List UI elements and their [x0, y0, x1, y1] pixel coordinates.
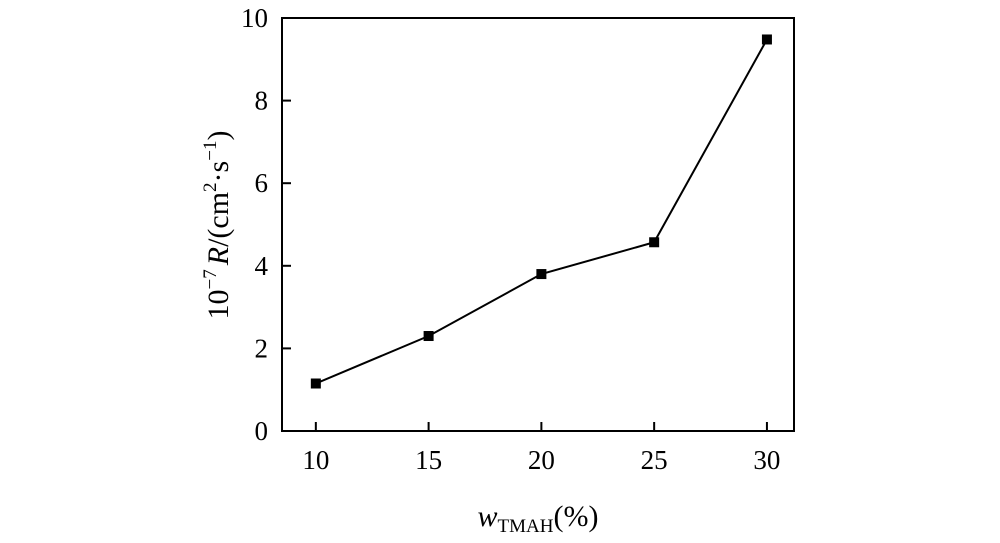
data-point-marker [761, 34, 772, 45]
x-axis-ticks: 10 15 20 25 30 [302, 422, 780, 475]
x-axis-unit: (%) [553, 500, 598, 533]
y-axis-unit-mid: ·s [202, 161, 235, 183]
y-axis-ticks: 0 2 4 6 8 10 [241, 3, 291, 446]
data-point-marker [649, 237, 660, 248]
y-tick-label: 10 [241, 3, 268, 33]
y-axis-unit-sq: 2 [200, 182, 221, 192]
data-markers [310, 34, 772, 389]
y-axis-prefix: 10 [202, 289, 235, 319]
y-tick-label: 2 [255, 333, 269, 363]
x-axis-subscript: TMAH [498, 516, 554, 537]
y-axis-title: 10−7 R/(cm2·s−1) [200, 131, 235, 320]
y-tick-label: 6 [255, 168, 269, 198]
y-axis-unit-inv: −1 [200, 141, 221, 161]
x-tick-label: 10 [302, 445, 329, 475]
data-point-marker [423, 331, 434, 342]
y-axis-symbol: R [202, 247, 235, 266]
series-line [315, 38, 768, 385]
x-axis-symbol: w [478, 500, 498, 533]
y-tick-label: 4 [255, 251, 269, 281]
plot-area-frame [281, 17, 795, 432]
y-axis-unit-close: ) [202, 131, 235, 141]
x-tick-label: 25 [641, 445, 668, 475]
y-tick-label: 0 [255, 416, 269, 446]
y-tick-label: 8 [255, 86, 269, 116]
x-axis-title: wTMAH(%) [478, 500, 599, 537]
x-tick-label: 20 [528, 445, 555, 475]
data-point-marker [536, 269, 547, 280]
x-tick-label: 30 [753, 445, 780, 475]
y-axis-exponent: −7 [200, 269, 221, 289]
data-point-marker [310, 378, 321, 389]
y-axis-unit-open: /(cm [202, 192, 235, 247]
x-tick-label: 15 [415, 445, 442, 475]
